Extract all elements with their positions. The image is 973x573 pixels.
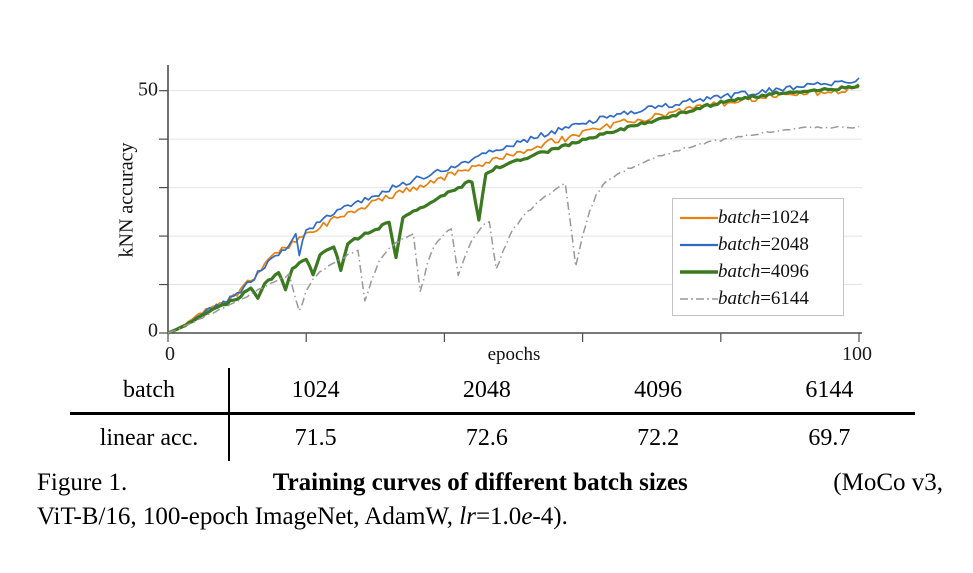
legend-entry: batch=2048 (680, 231, 843, 258)
legend-label: batch=2048 (718, 235, 809, 254)
legend-label-word: batch (718, 207, 761, 228)
table-col-header: 6144 (743, 368, 915, 415)
series-line-batch-2048 (167, 77, 860, 334)
table-col-header: 2048 (401, 368, 573, 415)
caption-segment: -4). (532, 503, 568, 530)
legend-line-sample (680, 243, 718, 246)
caption-segment: Training curves of different batch sizes (272, 469, 688, 496)
x-tick-label-100: 100 (842, 343, 872, 365)
caption-segment: Figure 1. (37, 469, 128, 496)
legend-label: batch=6144 (718, 289, 809, 308)
caption-segment: ViT-B/16, 100-epoch ImageNet, AdamW, (37, 503, 460, 530)
table-row-label: linear acc. (70, 415, 230, 461)
caption-line-2: ViT-B/16, 100-epoch ImageNet, AdamW, lr=… (37, 500, 943, 534)
chart-legend: batch=1024 batch=2048 batch=4096 batch=6144 (672, 198, 844, 316)
legend-line-sample (680, 269, 718, 274)
table-cell: 72.2 (637, 425, 680, 451)
legend-label-value: =4096 (760, 261, 809, 282)
caption-segment: (MoCo v3, (833, 469, 943, 496)
legend-label-value: =1024 (760, 207, 809, 228)
legend-entry: batch=1024 (680, 204, 843, 231)
table-col-header: 1024 (230, 368, 402, 415)
x-tick-label-0: 0 (165, 343, 175, 365)
series-line-batch-4096 (167, 83, 860, 335)
caption-line-1: Figure 1. Training curves of different ba… (37, 466, 943, 500)
table-cell: 69.7 (808, 425, 851, 451)
table-cell: 71.5 (294, 425, 337, 451)
table-header-label: batch (70, 368, 230, 415)
chart-svg (159, 65, 862, 342)
table-col-header: 4096 (572, 368, 744, 415)
legend-label-word: batch (718, 288, 761, 309)
results-table: batch 1024 2048 4096 6144 linear acc. 71… (70, 368, 915, 461)
caption-segment: lr (459, 503, 476, 530)
y-axis-label: kNN accuracy (115, 142, 138, 258)
legend-label-word: batch (718, 234, 761, 255)
legend-entry: batch=4096 (680, 258, 843, 285)
figure-caption: Figure 1. Training curves of different ba… (37, 466, 943, 534)
table-cell: 72.6 (465, 425, 508, 451)
legend-line-sample (680, 297, 718, 300)
legend-entry: batch=6144 (680, 285, 843, 312)
legend-line-sample (680, 216, 718, 219)
caption-segment: e (521, 503, 533, 530)
legend-label: batch=1024 (718, 208, 809, 227)
legend-label-word: batch (718, 261, 761, 282)
y-tick-label-0: 0 (148, 319, 158, 342)
legend-label-value: =6144 (760, 288, 809, 309)
caption-segment: =1.0 (475, 503, 522, 530)
legend-label: batch=4096 (718, 262, 809, 281)
legend-label-value: =2048 (760, 234, 809, 255)
x-axis-label: epochs (487, 344, 541, 365)
y-tick-label-50: 50 (138, 78, 158, 101)
